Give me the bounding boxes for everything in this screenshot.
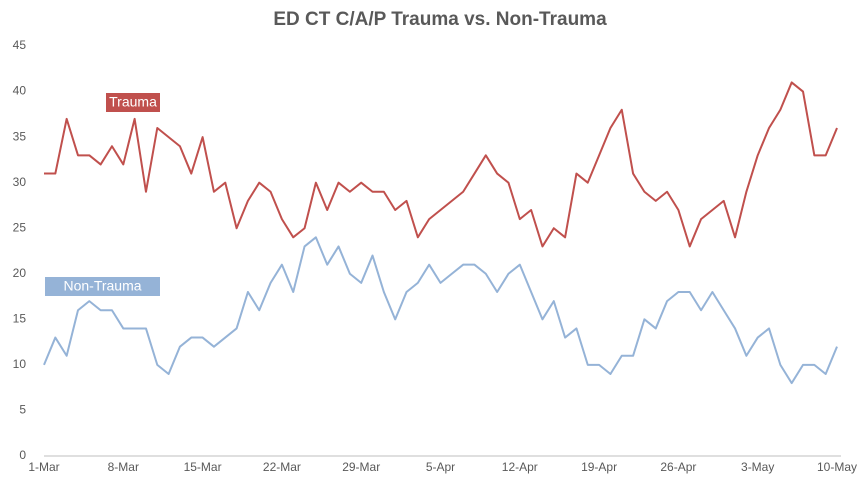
x-tick-label: 26-Apr xyxy=(660,460,696,474)
y-tick-label: 30 xyxy=(13,175,27,189)
x-tick-label: 1-Mar xyxy=(28,460,59,474)
series-line xyxy=(44,81,838,248)
legend-label: Trauma xyxy=(109,94,157,110)
y-tick-label: 10 xyxy=(13,357,27,371)
legend-label: Non-Trauma xyxy=(63,278,141,294)
x-tick-label: 22-Mar xyxy=(263,460,301,474)
y-tick-label: 45 xyxy=(13,38,27,52)
chart-title: ED CT C/A/P Trauma vs. Non-Trauma xyxy=(273,9,607,30)
x-tick-label: 29-Mar xyxy=(342,460,380,474)
y-tick-label: 15 xyxy=(13,312,27,326)
x-tick-label: 8-Mar xyxy=(108,460,139,474)
y-tick-label: 0 xyxy=(19,448,26,462)
x-tick-label: 3-May xyxy=(741,460,774,474)
x-tick-label: 15-Mar xyxy=(184,460,222,474)
x-tick-label: 19-Apr xyxy=(581,460,617,474)
x-tick-label: 12-Apr xyxy=(502,460,538,474)
y-tick-label: 35 xyxy=(13,129,27,143)
legend-box xyxy=(106,93,160,112)
x-tick-label: 10-May xyxy=(817,460,857,474)
y-tick-label: 5 xyxy=(19,403,26,417)
y-tick-label: 40 xyxy=(13,84,27,98)
x-tick-label: 5-Apr xyxy=(426,460,455,474)
legend-box xyxy=(45,277,160,296)
y-tick-label: 20 xyxy=(13,266,27,280)
y-tick-label: 25 xyxy=(13,220,27,234)
series-line xyxy=(43,236,838,385)
